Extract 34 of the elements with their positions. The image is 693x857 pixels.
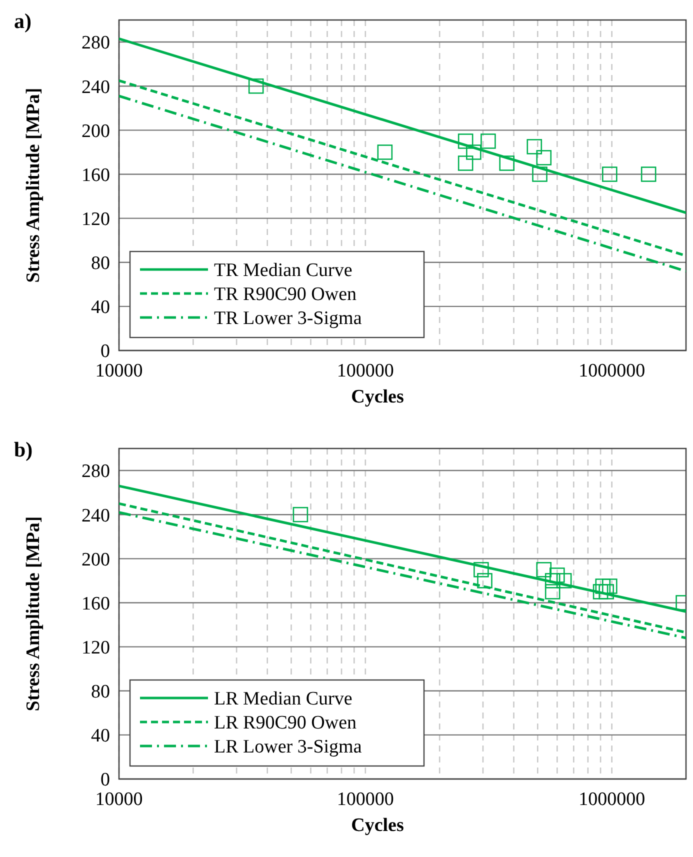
y-tick-label: 40 bbox=[91, 297, 110, 318]
y-tick-label: 80 bbox=[91, 253, 110, 274]
x-axis-title: Cycles bbox=[351, 386, 404, 408]
x-tick-label: 10000 bbox=[95, 789, 143, 810]
x-tick-label: 10000 bbox=[95, 360, 143, 382]
chart-title: a) bbox=[14, 9, 32, 33]
y-tick-label: 160 bbox=[82, 164, 110, 186]
y-tick-label: 0 bbox=[100, 770, 110, 791]
x-tick-label: 1000000 bbox=[578, 360, 646, 382]
y-tick-label: 280 bbox=[82, 461, 110, 482]
y-tick-label: 80 bbox=[91, 682, 110, 703]
y-tick-label: 240 bbox=[82, 505, 110, 526]
y-tick-label: 280 bbox=[82, 32, 110, 54]
y-axis-title: Stress Amplitude [MPa] bbox=[23, 516, 44, 712]
legend-label: TR Median Curve bbox=[214, 260, 352, 282]
chart-title: b) bbox=[14, 438, 33, 462]
y-tick-label: 0 bbox=[100, 341, 110, 362]
legend-label: LR Lower 3-Sigma bbox=[214, 736, 362, 758]
y-tick-label: 200 bbox=[82, 120, 110, 142]
y-tick-label: 160 bbox=[82, 593, 110, 614]
y-axis-title: Stress Amplitude [MPa] bbox=[23, 88, 44, 283]
x-tick-label: 1000000 bbox=[578, 789, 646, 810]
y-tick-label: 120 bbox=[82, 208, 110, 230]
y-tick-label: 40 bbox=[91, 726, 110, 747]
y-tick-label: 200 bbox=[82, 549, 110, 570]
y-tick-label: 240 bbox=[82, 76, 110, 98]
legend-label: TR R90C90 Owen bbox=[214, 284, 357, 306]
y-tick-label: 120 bbox=[82, 637, 110, 658]
legend-label: TR Lower 3-Sigma bbox=[214, 308, 362, 330]
legend-label: LR Median Curve bbox=[214, 688, 352, 710]
x-tick-label: 100000 bbox=[336, 789, 394, 810]
legend-label: LR R90C90 Owen bbox=[214, 712, 357, 734]
x-axis-title: Cycles bbox=[351, 815, 404, 836]
x-tick-label: 100000 bbox=[336, 360, 394, 382]
